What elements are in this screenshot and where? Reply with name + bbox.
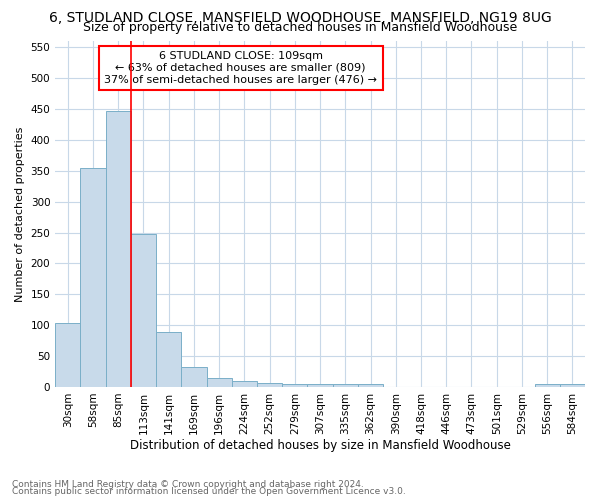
Bar [181,367,206,387]
Bar [206,378,232,387]
Bar [332,384,358,387]
X-axis label: Distribution of detached houses by size in Mansfield Woodhouse: Distribution of detached houses by size … [130,440,511,452]
Bar [535,384,560,387]
Text: Contains HM Land Registry data © Crown copyright and database right 2024.: Contains HM Land Registry data © Crown c… [12,480,364,489]
Bar [156,332,181,387]
Y-axis label: Number of detached properties: Number of detached properties [15,126,25,302]
Text: 6, STUDLAND CLOSE, MANSFIELD WOODHOUSE, MANSFIELD, NG19 8UG: 6, STUDLAND CLOSE, MANSFIELD WOODHOUSE, … [49,11,551,25]
Text: Contains public sector information licensed under the Open Government Licence v3: Contains public sector information licen… [12,487,406,496]
Bar [307,384,332,387]
Bar [282,384,307,387]
Bar [232,382,257,387]
Bar [55,322,80,387]
Bar [358,384,383,387]
Bar [257,384,282,387]
Bar [80,168,106,387]
Bar [131,234,156,387]
Bar [560,384,585,387]
Text: 6 STUDLAND CLOSE: 109sqm
← 63% of detached houses are smaller (809)
37% of semi-: 6 STUDLAND CLOSE: 109sqm ← 63% of detach… [104,52,377,84]
Bar [106,111,131,387]
Text: Size of property relative to detached houses in Mansfield Woodhouse: Size of property relative to detached ho… [83,21,517,34]
